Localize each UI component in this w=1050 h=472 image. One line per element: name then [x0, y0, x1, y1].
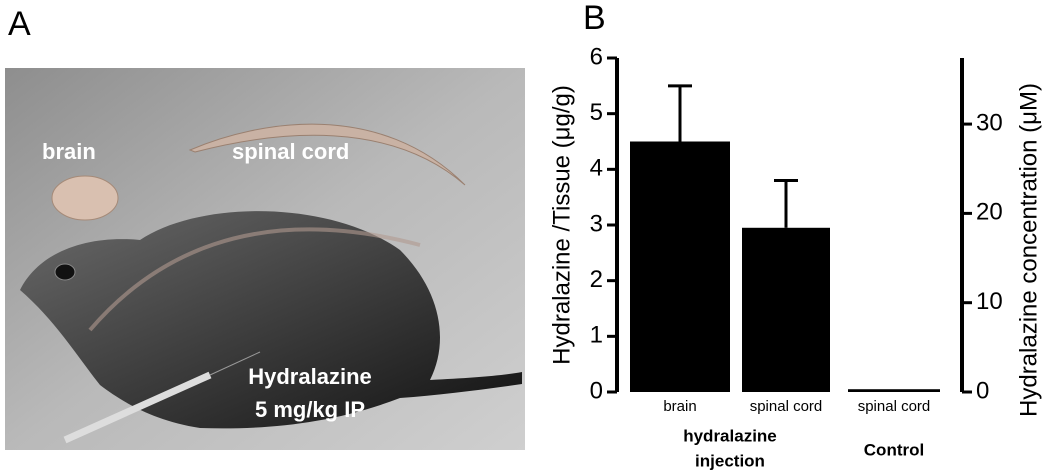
bar — [742, 227, 830, 392]
dose-label: 5 mg/kg IP — [255, 397, 365, 422]
group-label: injection — [695, 451, 765, 470]
x-tick-label: brain — [663, 398, 696, 415]
y2-tick-label: 20 — [976, 199, 1003, 226]
y2-tick-label: 30 — [976, 109, 1003, 136]
y-tick-label: 2 — [590, 266, 603, 293]
y-tick-label: 4 — [590, 155, 603, 182]
panel-letter: A — [8, 5, 31, 43]
bar — [848, 389, 940, 392]
organ-label: spinal cord — [232, 139, 349, 164]
y2-tick-label: 10 — [976, 288, 1003, 315]
group-label: hydralazine — [683, 426, 777, 445]
x-tick-label: spinal cord — [750, 398, 823, 415]
y-tick-label: 1 — [590, 322, 603, 349]
drug-label: Hydralazine — [248, 364, 372, 389]
y-tick-label: 3 — [590, 210, 603, 237]
error-bar — [774, 178, 798, 228]
bar — [630, 141, 730, 392]
y2-axis-title: Hydralazine concentration (μM) — [1015, 83, 1042, 417]
y-tick-label: 5 — [590, 99, 603, 126]
error-bar — [668, 84, 692, 142]
y-tick-label: 6 — [590, 43, 603, 70]
panel-letter: B — [583, 0, 606, 37]
group-label: Control — [864, 440, 924, 459]
y2-tick-label: 0 — [976, 377, 989, 404]
x-tick-label: spinal cord — [858, 398, 931, 415]
y-axis-title: Hydralazine /Tissue (μg/g) — [548, 85, 575, 365]
y-tick-label: 0 — [590, 377, 603, 404]
illustration — [5, 68, 525, 450]
organ-label: brain — [42, 139, 96, 164]
